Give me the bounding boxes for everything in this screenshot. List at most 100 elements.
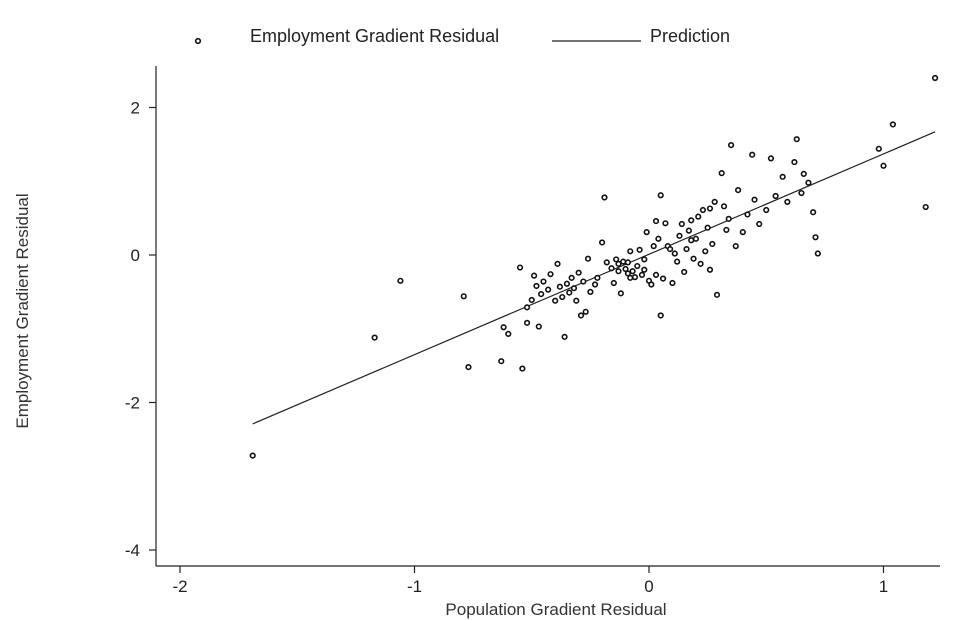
data-point (505, 330, 512, 338)
x-tick-label: 1 (879, 577, 888, 596)
data-point (735, 187, 742, 194)
data-point (732, 243, 739, 250)
data-point (535, 323, 542, 330)
data-point (784, 198, 791, 205)
axes (155, 66, 940, 567)
data-point (523, 319, 531, 326)
data-point (793, 136, 800, 143)
data-point (540, 278, 547, 285)
data-point (756, 220, 763, 228)
data-point (608, 265, 615, 272)
data-point (615, 260, 622, 267)
data-point (624, 259, 631, 266)
data-point (465, 364, 472, 371)
data-point (751, 196, 758, 203)
data-point (552, 297, 559, 304)
data-point (523, 304, 531, 311)
data-point (573, 297, 580, 304)
data-point (559, 293, 566, 301)
data-point (652, 271, 660, 279)
data-point (617, 290, 624, 297)
data-point (556, 283, 563, 290)
data-point (676, 232, 683, 239)
data-point (528, 296, 535, 304)
data-point (648, 281, 655, 288)
data-point (699, 206, 707, 214)
data-point (720, 203, 728, 210)
data-point (577, 312, 585, 319)
data-point (631, 274, 639, 281)
y-axis-title: Employment Gradient Residual (13, 193, 32, 428)
data-point (812, 234, 819, 241)
legend: Employment Gradient Residual Prediction (194, 26, 730, 46)
data-point (725, 215, 732, 222)
data-point (530, 272, 538, 279)
data-point (545, 286, 552, 293)
data-point (688, 237, 695, 244)
y-tick-label: -2 (125, 394, 140, 413)
data-point (594, 274, 601, 281)
data-point (685, 227, 692, 234)
data-point (591, 281, 599, 288)
data-point (650, 243, 657, 250)
data-point (688, 217, 695, 224)
data-point (624, 270, 631, 277)
data-point (810, 209, 817, 216)
data-point (718, 170, 725, 177)
data-point (547, 271, 554, 278)
data-point (641, 266, 648, 273)
data-point (791, 158, 798, 166)
data-point (533, 282, 540, 290)
y-tick-label: 0 (131, 246, 140, 265)
data-point (678, 220, 685, 228)
data-point (587, 288, 594, 295)
data-point (397, 277, 404, 284)
data-point (681, 268, 688, 276)
legend-label-employment-gradient-residual: Employment Gradient Residual (250, 26, 499, 46)
data-point (634, 262, 641, 270)
data-point (922, 203, 929, 211)
data-point (566, 289, 573, 296)
data-point (723, 226, 730, 234)
data-points-layer (249, 74, 939, 459)
data-point (371, 334, 378, 341)
data-point (659, 275, 667, 282)
data-point (671, 250, 678, 257)
data-point (575, 269, 582, 276)
data-point (749, 151, 756, 158)
data-point (620, 258, 627, 265)
data-point (669, 279, 676, 287)
data-point (709, 240, 716, 248)
data-point (931, 74, 939, 82)
data-point (563, 280, 571, 287)
axis-ticks: -2 -1 0 1 2 0 -2 -4 (125, 99, 888, 597)
data-point (695, 213, 702, 220)
data-point (516, 264, 524, 271)
data-point (636, 246, 643, 253)
data-point (627, 274, 634, 281)
data-point (667, 246, 674, 253)
data-point (629, 268, 636, 275)
data-point (800, 170, 807, 177)
data-point (711, 198, 718, 205)
data-point (744, 211, 751, 218)
data-point (582, 308, 589, 315)
data-point (690, 255, 697, 262)
data-point (598, 239, 606, 246)
data-point (627, 248, 634, 255)
data-point (500, 324, 507, 331)
data-point (249, 452, 256, 459)
data-point (603, 259, 610, 266)
data-point (622, 265, 629, 273)
data-point (498, 358, 505, 365)
data-point (601, 194, 608, 201)
data-point (580, 278, 587, 285)
data-point (538, 290, 545, 298)
data-point (460, 293, 467, 300)
data-point (779, 173, 786, 180)
data-point (798, 189, 805, 197)
x-tick-label: -1 (407, 577, 422, 596)
data-point (561, 333, 568, 340)
data-point (657, 192, 664, 199)
